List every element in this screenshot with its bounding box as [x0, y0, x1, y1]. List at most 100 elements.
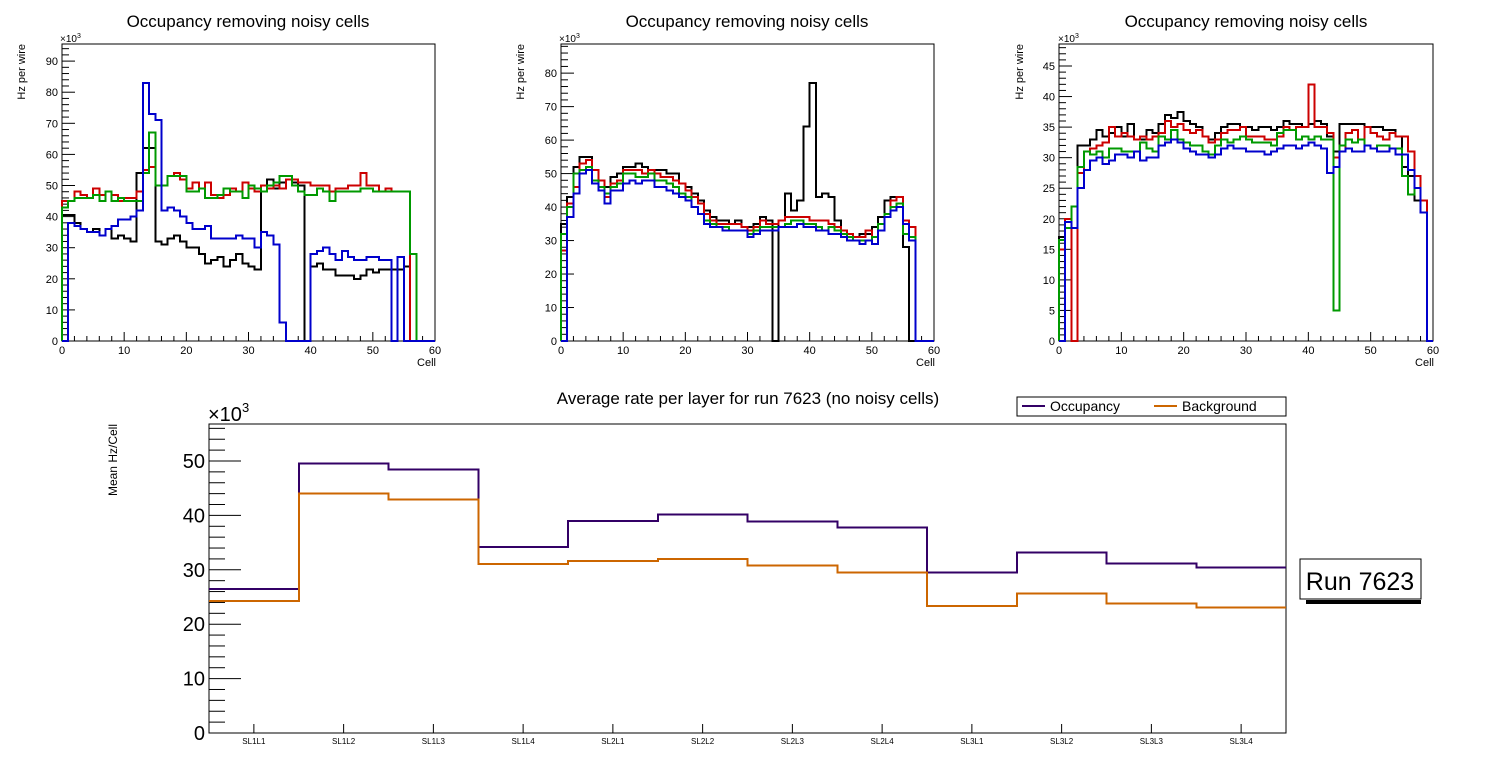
x-tick-label: 0: [59, 345, 65, 357]
panel-2-multiplier: ×103: [559, 33, 580, 45]
summary-panel: Average rate per layer for run 7623 (no …: [106, 389, 1287, 746]
panel-3-y-label: Hz per wire: [1014, 44, 1026, 100]
x-tick-label: 20: [679, 345, 691, 357]
x-tick-label: 0: [1056, 345, 1062, 357]
panel-3-multiplier: ×103: [1058, 33, 1079, 45]
x-tick-label: 30: [1240, 345, 1252, 357]
x-tick-label: 60: [1427, 345, 1439, 357]
plot-frame-2: [560, 43, 935, 342]
panel-1: Occupancy removing noisy cells Hz per wi…: [16, 12, 441, 369]
y-tick-label: 0: [551, 336, 557, 348]
y-tick-label: 40: [545, 202, 557, 214]
x-tick-label: 20: [180, 345, 192, 357]
y-tick-label: 5: [1049, 305, 1055, 317]
x-tick-label: 20: [1178, 345, 1190, 357]
y-tick-label: 25: [1043, 183, 1055, 195]
y-tick-label: 30: [1043, 153, 1055, 165]
panel-2-title: Occupancy removing noisy cells: [626, 12, 869, 31]
y-tick-label: 60: [545, 135, 557, 147]
x-tick-label: 50: [1365, 345, 1377, 357]
x-tick-label: 0: [558, 345, 564, 357]
y-tick-label: 20: [545, 269, 557, 281]
x-tick-label: 30: [242, 345, 254, 357]
y-tick-label: 30: [46, 243, 58, 255]
x-tick-label-sl3l4: SL3L4: [1230, 737, 1254, 746]
y-tick-label: 10: [1043, 275, 1055, 287]
y-tick-label: 20: [1043, 214, 1055, 226]
run-annotation: Run 7623: [1299, 558, 1422, 604]
y-tick-label: 45: [1043, 61, 1055, 73]
panel-3: Occupancy removing noisy cells Hz per wi…: [1014, 12, 1439, 369]
x-tick-label-sl3l1: SL3L1: [960, 737, 984, 746]
y-tick-label: 40: [183, 505, 205, 527]
panel-3-title: Occupancy removing noisy cells: [1125, 12, 1368, 31]
series-red: [1058, 83, 1433, 342]
x-tick-label-sl2l3: SL2L3: [781, 737, 805, 746]
series-blue: [1059, 138, 1433, 342]
x-tick-label: 50: [866, 345, 878, 357]
x-tick-label-sl3l2: SL3L2: [1050, 737, 1074, 746]
legend: Occupancy Background: [1016, 396, 1287, 417]
x-tick-label: 60: [928, 345, 940, 357]
y-tick-label: 20: [46, 274, 58, 286]
legend-occupancy-label: Occupancy: [1050, 398, 1120, 414]
panel-3-x-label: Cell: [1415, 357, 1434, 369]
series-background: [209, 492, 1286, 609]
x-tick-label: 10: [118, 345, 130, 357]
y-tick-label: 0: [1049, 336, 1055, 348]
y-tick-label: 70: [545, 102, 557, 114]
y-tick-label: 15: [1043, 244, 1055, 256]
run-annotation-label: Run 7623: [1306, 568, 1414, 596]
x-tick-label: 40: [1302, 345, 1314, 357]
panel-1-multiplier: ×103: [60, 33, 81, 45]
x-tick-label-sl1l3: SL1L3: [422, 737, 446, 746]
series-occupancy: [209, 462, 1286, 590]
y-tick-label: 90: [46, 56, 58, 68]
x-tick-label: 40: [305, 345, 317, 357]
series-blue: [561, 169, 934, 342]
x-tick-label-sl3l3: SL3L3: [1140, 737, 1164, 746]
y-tick-label: 35: [1043, 122, 1055, 134]
plot-frame-4: [208, 423, 1287, 734]
y-tick-label: 10: [183, 669, 205, 691]
x-tick-label-sl1l2: SL1L2: [332, 737, 356, 746]
x-tick-label: 10: [617, 345, 629, 357]
y-tick-label: 20: [183, 614, 205, 636]
y-tick-label: 50: [46, 181, 58, 193]
panel-2-y-label: Hz per wire: [515, 44, 527, 100]
x-tick-label: 10: [1115, 345, 1127, 357]
y-tick-label: 30: [545, 236, 557, 248]
y-tick-label: 50: [183, 451, 205, 473]
panel-2-x-label: Cell: [916, 357, 935, 369]
x-tick-label: 60: [429, 345, 441, 357]
series-green: [560, 165, 934, 342]
x-tick-label-sl1l4: SL1L4: [512, 737, 536, 746]
x-tick-label: 30: [741, 345, 753, 357]
x-tick-label-sl1l1: SL1L1: [242, 737, 266, 746]
y-tick-label: 40: [46, 212, 58, 224]
series-green: [1058, 129, 1433, 342]
y-tick-label: 80: [46, 87, 58, 99]
series-black: [560, 82, 934, 342]
legend-background-label: Background: [1182, 398, 1257, 414]
series-red: [560, 159, 934, 342]
series-black: [61, 147, 435, 342]
y-tick-label: 0: [194, 723, 205, 745]
panel-1-y-label: Hz per wire: [16, 44, 28, 100]
series-green: [61, 131, 435, 342]
panel-1-title: Occupancy removing noisy cells: [127, 12, 370, 31]
y-tick-label: 0: [52, 336, 58, 348]
x-tick-label-sl2l1: SL2L1: [601, 737, 625, 746]
x-tick-label-sl2l4: SL2L4: [871, 737, 895, 746]
panel-1-x-label: Cell: [417, 357, 436, 369]
y-tick-label: 10: [545, 303, 557, 315]
x-tick-label-sl2l2: SL2L2: [691, 737, 715, 746]
plot-frame-3: [1058, 43, 1434, 342]
y-tick-label: 50: [545, 169, 557, 181]
x-tick-label: 50: [367, 345, 379, 357]
summary-y-label: Mean Hz/Cell: [106, 424, 120, 496]
summary-multiplier: ×103: [208, 400, 249, 426]
y-tick-label: 60: [46, 149, 58, 161]
y-tick-label: 70: [46, 118, 58, 130]
y-tick-label: 40: [1043, 92, 1055, 104]
